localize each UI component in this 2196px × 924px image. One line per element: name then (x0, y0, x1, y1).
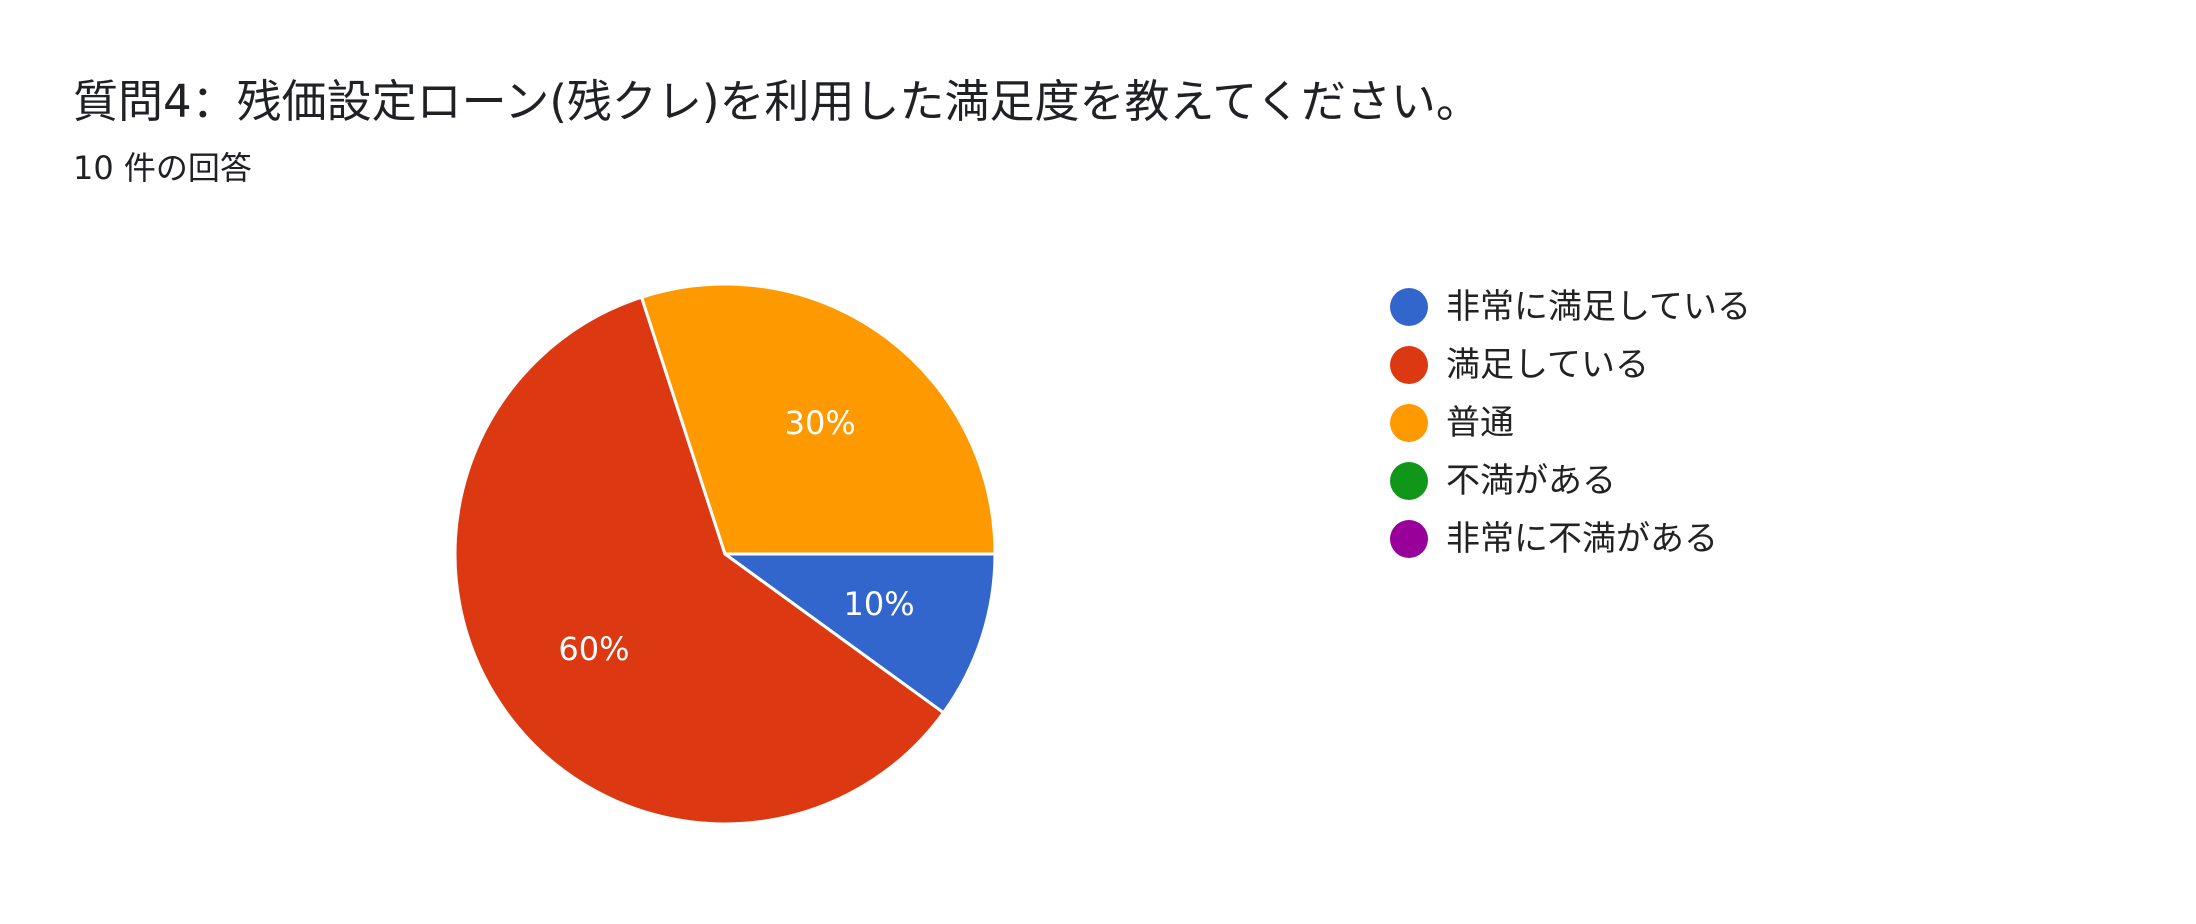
pie-slice-1[interactable] (720, 552, 997, 715)
legend-item-5[interactable]: 非常に不満がある (1390, 510, 1751, 568)
legend-label: 非常に不満がある (1446, 519, 1718, 559)
legend-swatch-icon (1390, 520, 1428, 558)
pie-slice-label-3: 30% (785, 404, 856, 442)
legend-label: 非常に満足している (1446, 287, 1751, 327)
legend-swatch-icon (1390, 462, 1428, 500)
chart-legend: 非常に満足している 満足している 普通不満がある非常に不満がある (1390, 278, 1751, 568)
legend-swatch-icon (1390, 346, 1428, 384)
pie-slice-label-1: 10% (844, 585, 915, 623)
legend-item-3[interactable]: 普通 (1390, 394, 1751, 452)
legend-swatch-icon (1390, 288, 1428, 326)
pie-slice-label-2: 60% (558, 630, 629, 668)
question-title: 質問4：残価設定ローン(残クレ)を利用した満足度を教えてください。 (73, 75, 1481, 128)
pie-slice-3[interactable] (639, 282, 997, 556)
legend-item-1[interactable]: 非常に満足している (1390, 278, 1751, 336)
legend-label: 不満がある (1446, 461, 1616, 501)
legend-item-2[interactable]: 満足している (1390, 336, 1751, 394)
legend-swatch-icon (1390, 404, 1428, 442)
legend-item-4[interactable]: 不満がある (1390, 452, 1751, 510)
legend-label: 満足している (1446, 345, 1649, 385)
pie-slice-2[interactable] (453, 295, 946, 826)
response-count: 10 件の回答 (73, 149, 252, 187)
legend-label: 普通 (1446, 403, 1514, 443)
